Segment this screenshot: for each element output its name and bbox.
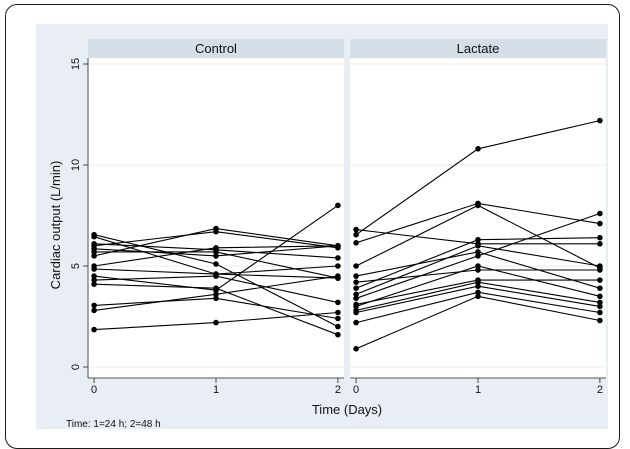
data-point [213,320,219,326]
data-point [597,235,603,241]
x-axis-title: Time (Days) [312,402,382,417]
data-point [213,261,219,267]
data-point [213,247,219,253]
data-point [475,146,481,152]
strip-title-control: Control [195,41,237,56]
data-point [597,265,603,271]
y-tick-label: 15 [70,58,82,70]
data-point [597,310,603,316]
data-point [597,221,603,227]
data-point [335,263,341,269]
data-point [475,290,481,296]
data-point [353,292,359,298]
data-point [91,308,97,314]
data-point [353,240,359,246]
data-point [597,294,603,300]
data-point [597,318,603,324]
data-point [475,249,481,255]
data-point [475,277,481,283]
data-point [91,232,97,238]
data-point [353,302,359,308]
y-tick-label: 0 [70,364,82,370]
data-point [335,332,341,338]
data-point [475,241,481,247]
data-point [597,277,603,283]
data-point [213,296,219,302]
data-point [213,229,219,235]
data-point [597,241,603,247]
strip-title-lactate: Lactate [457,41,500,56]
panel-lactate: Lactate 0 1 2 [350,39,606,396]
data-point [475,201,481,207]
data-point [335,324,341,330]
data-point [335,316,341,322]
time-note: Time: 1=24 h; 2=48 h [66,419,161,430]
y-tick-label: 5 [70,263,82,269]
data-point [91,273,97,279]
data-point [335,255,341,261]
data-point [213,253,219,259]
data-point [335,203,341,209]
data-point [597,118,603,124]
y-tick-label: 10 [70,159,82,171]
data-point [353,279,359,285]
data-point [597,211,603,217]
panel-control: Control 0 1 2 [88,39,344,396]
x-tick-label: 1 [475,384,481,396]
data-point [353,232,359,238]
data-point [335,310,341,316]
data-point [335,245,341,251]
data-point [213,271,219,277]
data-point [353,263,359,269]
data-point [353,273,359,279]
data-point [597,285,603,291]
data-point [597,300,603,306]
data-point [335,300,341,306]
data-point [91,263,97,269]
data-point [353,320,359,326]
x-tick-label: 2 [335,384,341,396]
data-point [353,285,359,291]
data-point [91,241,97,247]
x-tick-label: 2 [597,384,603,396]
x-tick-label: 0 [91,384,97,396]
data-point [475,267,481,273]
plot-area-control [88,58,344,378]
data-point [91,327,97,333]
data-point [335,275,341,281]
data-point [353,227,359,233]
x-tick-label: 1 [213,384,219,396]
data-point [91,303,97,309]
x-tick-label: 0 [353,384,359,396]
data-point [353,346,359,352]
y-axis-title: Cardiac output (L/min) [48,161,63,290]
cardiac-output-figure: Control 0 1 2 Lactate 0 1 2 0 5 10 15 Cardiac o… [0,0,630,435]
data-point [213,287,219,293]
